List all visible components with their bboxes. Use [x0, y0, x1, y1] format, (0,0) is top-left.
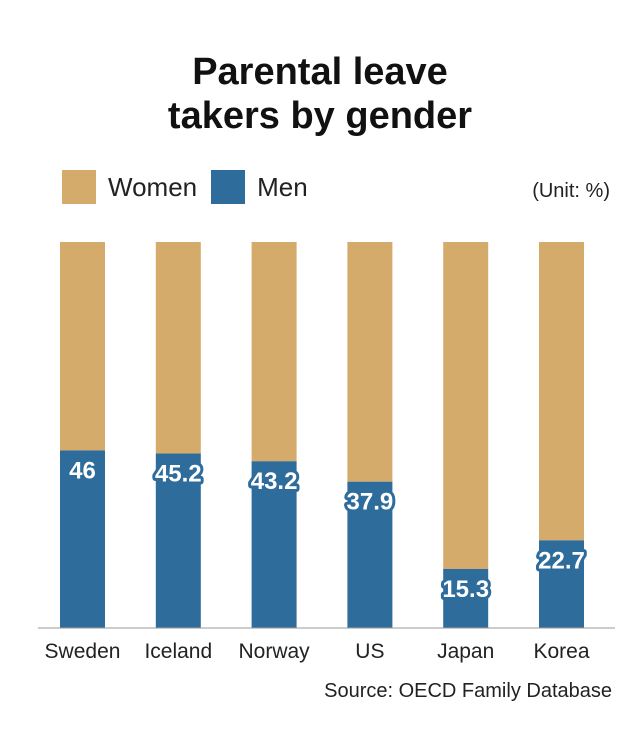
bar-women-norway — [251, 242, 297, 462]
data-label-japan: 15.3 — [442, 576, 489, 603]
title-line-1: Parental leave — [192, 51, 448, 93]
data-label-sweden: 46 — [69, 457, 96, 484]
bar-men-korea — [539, 540, 584, 628]
bar-men-norway — [251, 461, 297, 628]
x-tick-label-norway: Norway — [239, 640, 311, 663]
legend-label-men: Men — [257, 171, 308, 202]
data-label-norway: 43.2 — [251, 468, 298, 495]
bar-men-us — [347, 481, 393, 628]
legend-label-women: Women — [108, 171, 198, 202]
title-line-2: takers by gender — [167, 95, 473, 137]
data-label-us: 37.9 — [347, 489, 394, 516]
source-note: Source: OECD Family Database — [324, 680, 612, 702]
x-tick-label-japan: Japan — [437, 640, 494, 663]
unit-label: (Unit: %) — [532, 180, 610, 202]
chart-title: Parental leave takers by gender — [0, 50, 640, 138]
bar-women-us — [347, 242, 393, 482]
legend-swatch-men — [211, 170, 246, 204]
x-tick-label-korea: Korea — [533, 640, 589, 663]
legend: Women Men — [62, 170, 308, 204]
bar-men-sweden — [60, 450, 105, 628]
bar-women-japan — [443, 242, 489, 569]
data-label-iceland: 45.2 — [155, 461, 202, 488]
x-tick-label-iceland: Iceland — [144, 640, 212, 663]
bar-women-sweden — [60, 242, 105, 451]
legend-swatch-women — [62, 170, 96, 204]
x-tick-label-sweden: Sweden — [45, 640, 121, 663]
bar-women-korea — [539, 242, 584, 541]
x-tick-label-us: US — [355, 640, 384, 663]
bar-women-iceland — [155, 242, 201, 454]
bar-men-japan — [443, 568, 489, 628]
data-label-korea: 22.7 — [538, 547, 585, 574]
bar-men-iceland — [155, 453, 201, 628]
